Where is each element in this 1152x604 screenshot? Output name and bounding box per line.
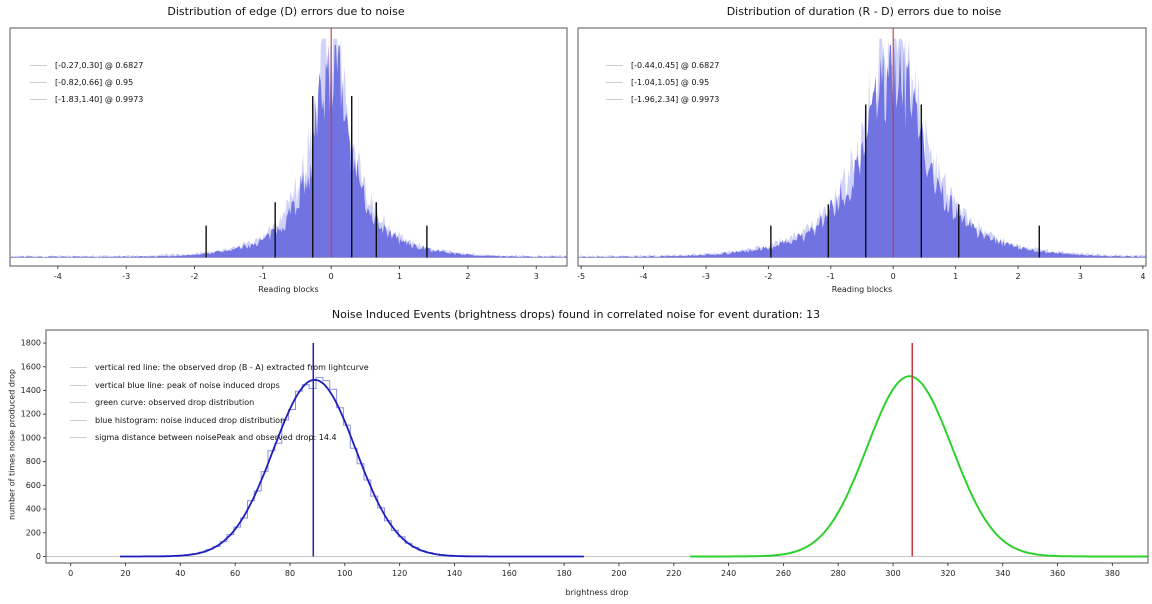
- svg-text:80: 80: [285, 569, 295, 578]
- legend-label: [-0.82,0.66] @ 0.95: [55, 78, 134, 87]
- legend-label: vertical blue line: peak of noise induce…: [95, 380, 280, 390]
- svg-text:-4: -4: [54, 272, 62, 281]
- svg-text:2: 2: [465, 272, 470, 281]
- x-axis-label: Reading blocks: [831, 285, 893, 294]
- svg-text:0: 0: [68, 569, 73, 578]
- svg-text:800: 800: [26, 457, 41, 466]
- svg-text:1: 1: [397, 272, 402, 281]
- duration-errors-plot: -5 -4 -3 -2 -1 0 1 2 3 4: [577, 27, 1147, 281]
- svg-text:1400: 1400: [21, 386, 41, 395]
- svg-text:400: 400: [26, 505, 41, 514]
- svg-text:320: 320: [940, 569, 955, 578]
- legend-line-sample: [70, 384, 87, 386]
- svg-text:1800: 1800: [21, 339, 41, 348]
- svg-text:1: 1: [953, 272, 958, 281]
- legend-label: [-1.96,2.34] @ 0.9973: [631, 95, 720, 104]
- legend-item: [-1.96,2.34] @ 0.9973: [606, 91, 719, 108]
- x-axis-label: brightness drop: [565, 588, 629, 597]
- legend-label: [-0.27,0.30] @ 0.6827: [55, 61, 144, 70]
- svg-text:1000: 1000: [21, 433, 41, 442]
- svg-text:220: 220: [666, 569, 681, 578]
- svg-text:-5: -5: [577, 272, 585, 281]
- svg-text:3: 3: [1078, 272, 1083, 281]
- edge-errors-panel: -4 -3 -2 -1 0 1 2 3 Distribution of edge (D) er…: [0, 0, 572, 300]
- legend-label: vertical red line: the observed drop (B …: [95, 363, 369, 373]
- legend-line-sample: [70, 437, 87, 439]
- legend-item: [-0.82,0.66] @ 0.95: [30, 74, 143, 91]
- svg-text:300: 300: [885, 569, 900, 578]
- legend-line-sample: [30, 65, 47, 66]
- legend-line-sample: [606, 99, 623, 100]
- duration-errors-panel: -5 -4 -3 -2 -1 0 1 2 3 4 Distribution of duration…: [576, 0, 1152, 300]
- svg-text:1200: 1200: [21, 410, 41, 419]
- svg-text:3: 3: [534, 272, 539, 281]
- legend-line-sample: [606, 82, 623, 83]
- x-axis-label: Reading blocks: [258, 285, 319, 294]
- legend-item: sigma distance between noisePeak and obs…: [70, 429, 369, 447]
- legend-item: [-0.27,0.30] @ 0.6827: [30, 57, 143, 74]
- legend-line-sample: [70, 367, 87, 369]
- legend-label: sigma distance between noisePeak and obs…: [95, 433, 337, 443]
- legend-item: vertical red line: the observed drop (B …: [70, 359, 369, 377]
- legend-item: [-1.04,1.05] @ 0.95: [606, 74, 719, 91]
- legend-line-sample: [70, 419, 87, 421]
- svg-text:-2: -2: [191, 272, 199, 281]
- legend-line-sample: [70, 402, 87, 404]
- svg-text:100: 100: [337, 569, 352, 578]
- svg-text:0: 0: [329, 272, 334, 281]
- y-axis-label: number of times noise produced drop: [7, 369, 17, 520]
- svg-text:160: 160: [502, 569, 517, 578]
- event-legend: vertical red line: the observed drop (B …: [70, 359, 369, 447]
- svg-text:260: 260: [776, 569, 791, 578]
- svg-text:-4: -4: [640, 272, 648, 281]
- svg-text:340: 340: [995, 569, 1010, 578]
- svg-text:280: 280: [831, 569, 846, 578]
- svg-text:0: 0: [36, 552, 41, 561]
- legend-line-sample: [30, 82, 47, 83]
- svg-text:-3: -3: [122, 272, 130, 281]
- legend-label: blue histogram: noise induced drop distr…: [95, 415, 286, 425]
- confidence-legend: [-0.27,0.30] @ 0.6827 [-0.82,0.66] @ 0.9…: [30, 57, 143, 108]
- legend-line-sample: [606, 65, 623, 66]
- legend-item: vertical blue line: peak of noise induce…: [70, 377, 369, 395]
- noise-induced-events-panel: 0 20 40 60 80 100 120 140 160 180 200 220 240 260 280 3…: [0, 300, 1152, 604]
- confidence-legend: [-0.44,0.45] @ 0.6827 [-1.04,1.05] @ 0.9…: [606, 57, 719, 108]
- svg-text:120: 120: [392, 569, 407, 578]
- legend-line-sample: [30, 99, 47, 100]
- svg-text:200: 200: [611, 569, 626, 578]
- svg-text:-1: -1: [827, 272, 835, 281]
- svg-text:240: 240: [721, 569, 736, 578]
- chart-title: Distribution of duration (R - D) errors …: [726, 5, 1002, 18]
- svg-text:140: 140: [447, 569, 462, 578]
- svg-text:600: 600: [26, 481, 41, 490]
- svg-text:380: 380: [1105, 569, 1120, 578]
- chart-title: Noise Induced Events (brightness drops) …: [331, 308, 821, 321]
- legend-label: [-1.83,1.40] @ 0.9973: [55, 95, 144, 104]
- legend-item: [-1.83,1.40] @ 0.9973: [30, 91, 143, 108]
- svg-text:4: 4: [1140, 272, 1145, 281]
- svg-text:40: 40: [175, 569, 185, 578]
- svg-text:-3: -3: [702, 272, 710, 281]
- svg-text:1600: 1600: [21, 362, 41, 371]
- svg-text:200: 200: [26, 528, 41, 537]
- svg-text:-2: -2: [764, 272, 772, 281]
- legend-item: blue histogram: noise induced drop distr…: [70, 412, 369, 430]
- legend-item: green curve: observed drop distribution: [70, 394, 369, 412]
- svg-text:2: 2: [1015, 272, 1020, 281]
- edge-errors-plot: -4 -3 -2 -1 0 1 2 3: [9, 27, 568, 281]
- svg-text:20: 20: [120, 569, 130, 578]
- svg-text:180: 180: [556, 569, 571, 578]
- svg-text:0: 0: [891, 272, 896, 281]
- legend-label: [-0.44,0.45] @ 0.6827: [631, 61, 720, 70]
- svg-text:360: 360: [1050, 569, 1065, 578]
- legend-label: [-1.04,1.05] @ 0.95: [631, 78, 710, 87]
- legend-item: [-0.44,0.45] @ 0.6827: [606, 57, 719, 74]
- svg-text:60: 60: [230, 569, 240, 578]
- legend-label: green curve: observed drop distribution: [95, 398, 255, 408]
- noise-induced-events-plot: 0 20 40 60 80 100 120 140 160 180 200 220 240 260 280 3…: [21, 329, 1149, 578]
- chart-title: Distribution of edge (D) errors due to n…: [167, 5, 405, 18]
- svg-text:-1: -1: [259, 272, 267, 281]
